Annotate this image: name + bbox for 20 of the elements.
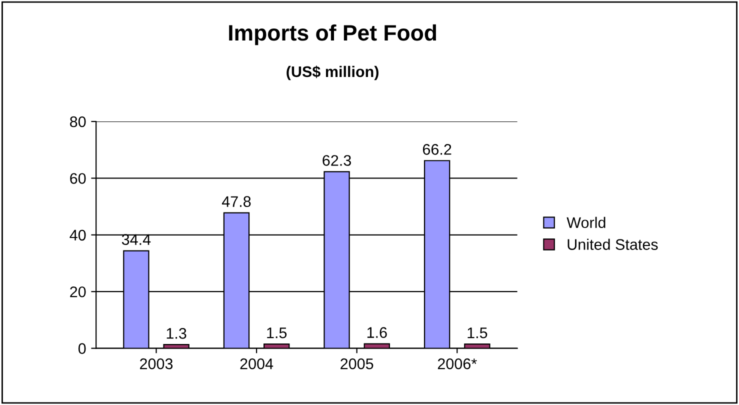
x-tick-label: 2003 (140, 358, 173, 370)
y-tick-label: 60 (70, 173, 86, 184)
data-label: 47.8 (222, 196, 251, 207)
x-tick-label: 2005 (340, 358, 374, 370)
data-label: 1.5 (267, 328, 287, 338)
y-tick-label: 0 (78, 343, 86, 354)
data-label: 1.5 (468, 328, 488, 338)
y-tick-label: 20 (70, 286, 86, 298)
legend-label: World (566, 216, 606, 228)
chart-subtitle: (US$ million) (286, 66, 378, 80)
data-label: 1.3 (166, 328, 186, 339)
y-tick-label: 40 (70, 230, 86, 241)
x-tick-label: 2006* (438, 358, 477, 370)
x-tick-label: 2004 (240, 358, 274, 370)
y-tick-label: 80 (70, 116, 86, 128)
data-label: 1.6 (367, 327, 387, 338)
data-label: 62.3 (322, 155, 351, 166)
chart-title: Imports of Pet Food (229, 24, 436, 46)
legend-label: United States (568, 238, 658, 250)
data-label: 66.2 (422, 144, 452, 155)
